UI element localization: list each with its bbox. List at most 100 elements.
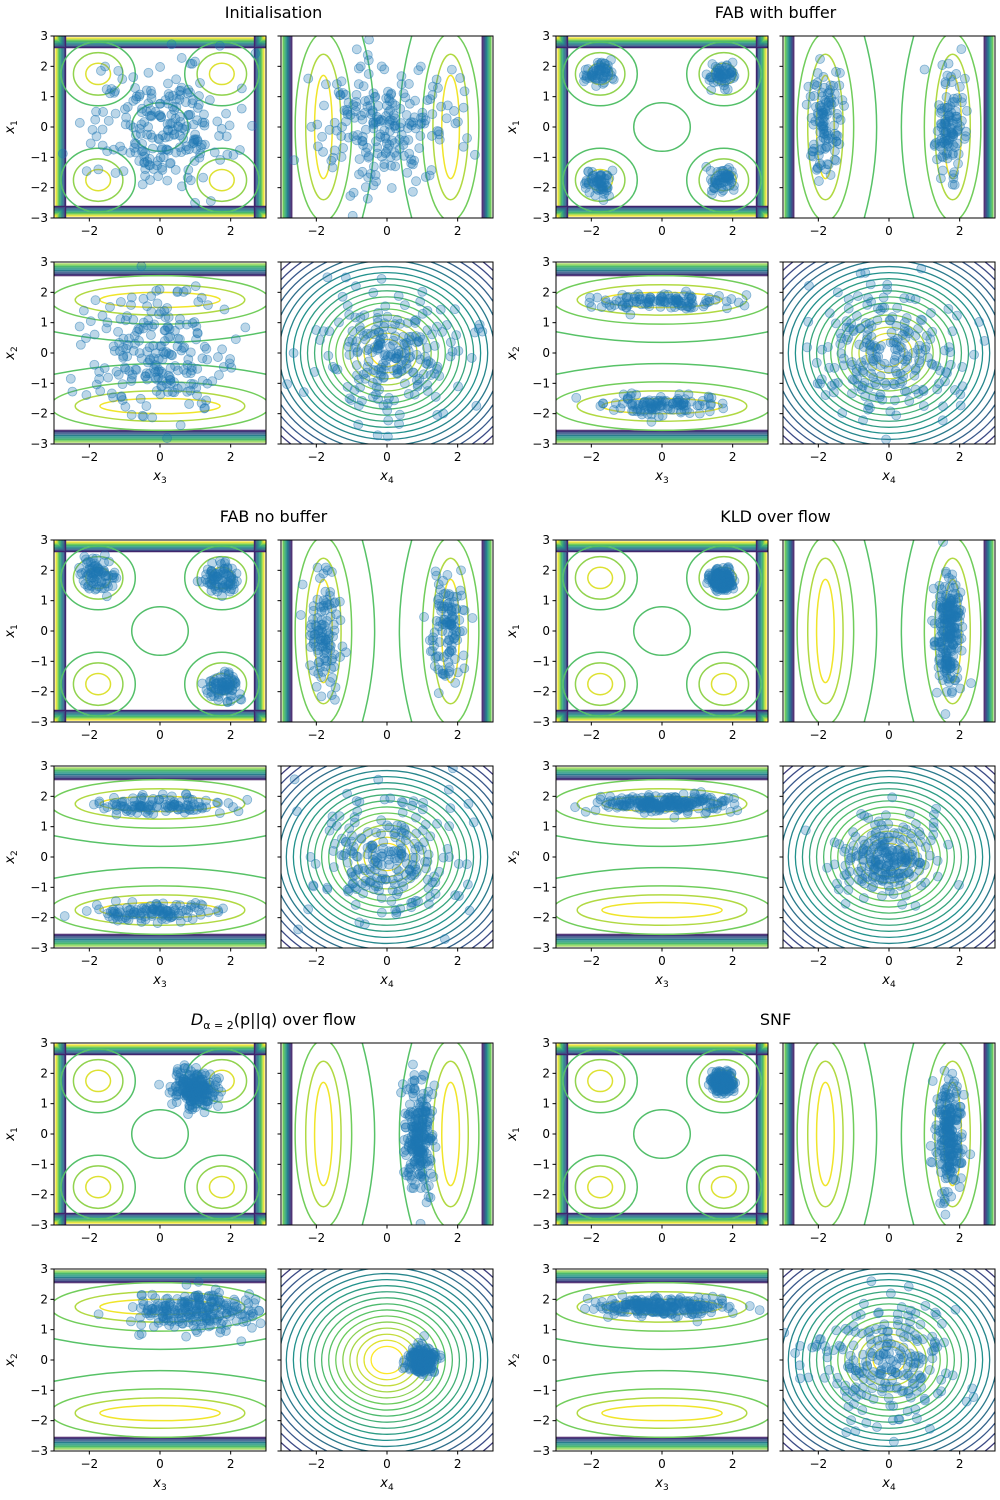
data-point xyxy=(437,327,447,337)
data-point xyxy=(669,812,680,823)
data-point xyxy=(209,147,220,158)
data-point xyxy=(404,118,415,129)
x-tick-label: 2 xyxy=(729,450,737,464)
data-point xyxy=(838,353,849,364)
data-point xyxy=(946,77,957,88)
contour-line xyxy=(900,36,915,218)
data-point xyxy=(835,114,846,125)
data-point xyxy=(873,867,884,877)
data-point xyxy=(120,315,131,326)
data-point xyxy=(876,340,886,351)
data-point xyxy=(181,800,192,810)
contour-layer xyxy=(54,1043,266,1225)
y-tick-label: 1 xyxy=(40,594,48,608)
data-point xyxy=(595,794,606,805)
contour-line xyxy=(306,284,468,422)
data-point xyxy=(414,143,425,153)
data-point xyxy=(395,846,406,857)
subplot-x2x4: −2 0 2 x4 xyxy=(277,765,494,990)
data-point xyxy=(91,106,101,117)
data-point xyxy=(823,342,833,352)
data-point xyxy=(598,195,609,206)
data-point xyxy=(435,304,446,315)
data-point xyxy=(444,821,455,832)
data-point xyxy=(340,837,351,848)
contour-line xyxy=(299,278,475,428)
data-point xyxy=(810,116,821,127)
data-point xyxy=(117,395,128,405)
data-point xyxy=(102,591,112,602)
y-tick-label: 1 xyxy=(40,316,48,330)
data-point xyxy=(956,115,967,126)
data-point xyxy=(171,94,182,104)
contour-line xyxy=(130,101,190,153)
data-point xyxy=(167,911,178,922)
contour-line xyxy=(923,540,982,722)
data-point xyxy=(362,193,373,204)
data-point xyxy=(165,158,175,169)
data-point xyxy=(429,661,440,671)
data-point xyxy=(171,147,181,158)
data-point xyxy=(358,888,368,899)
chart-group-1: FAB with buffer xyxy=(715,3,837,22)
data-point xyxy=(722,303,732,314)
data-point xyxy=(176,345,187,356)
axis-label: x2 xyxy=(3,346,20,360)
y-tick-label: 3 xyxy=(542,759,550,773)
data-point xyxy=(905,293,916,303)
data-point xyxy=(328,846,339,856)
contour-line xyxy=(313,1081,333,1187)
data-point xyxy=(406,158,417,169)
data-point xyxy=(344,393,355,404)
data-point xyxy=(337,641,348,652)
data-point xyxy=(185,347,196,358)
y-tick-label: 3 xyxy=(542,29,550,43)
data-point xyxy=(832,287,843,298)
contour-line xyxy=(934,557,972,705)
data-point xyxy=(597,78,608,89)
data-point xyxy=(219,304,230,315)
data-point xyxy=(146,93,157,104)
data-point xyxy=(343,341,354,352)
y-tick-label: 0 xyxy=(40,346,48,360)
data-point xyxy=(372,430,383,441)
data-point xyxy=(213,352,223,362)
data-point xyxy=(153,133,164,144)
data-point xyxy=(172,286,183,297)
data-point xyxy=(199,403,210,414)
data-point xyxy=(879,302,890,313)
contour-line xyxy=(72,158,124,203)
data-point xyxy=(74,117,85,128)
data-point xyxy=(411,331,421,341)
x-tick-label: 2 xyxy=(729,728,737,742)
data-point xyxy=(628,296,638,307)
data-point xyxy=(187,1088,198,1099)
data-point xyxy=(681,286,691,297)
data-point xyxy=(386,349,397,360)
subplot-x2x3: −3 −2 −1 0 1 2 3 −2 0 2 x2 x3 xyxy=(3,255,267,486)
data-point xyxy=(801,99,812,110)
scatter-points xyxy=(65,262,251,444)
x-tick-label: 0 xyxy=(383,954,391,968)
x-tick-label: 0 xyxy=(885,224,893,238)
data-point xyxy=(943,839,954,850)
data-point xyxy=(214,808,225,819)
data-point xyxy=(720,795,730,806)
data-point xyxy=(293,924,304,935)
y-tick-label: −2 xyxy=(532,181,550,195)
data-point xyxy=(185,1096,196,1107)
data-point xyxy=(120,119,131,130)
data-point xyxy=(858,835,869,846)
data-point xyxy=(433,688,444,699)
data-point xyxy=(396,79,407,90)
data-point xyxy=(216,685,227,696)
data-point xyxy=(163,98,173,109)
subplot-x1x4: −2 0 2 xyxy=(779,539,996,742)
data-point xyxy=(407,159,418,170)
data-point xyxy=(402,363,413,374)
data-point xyxy=(948,131,958,142)
data-point xyxy=(409,1156,420,1167)
data-point xyxy=(631,389,642,400)
scatter-points xyxy=(800,792,964,911)
data-point xyxy=(130,130,141,141)
